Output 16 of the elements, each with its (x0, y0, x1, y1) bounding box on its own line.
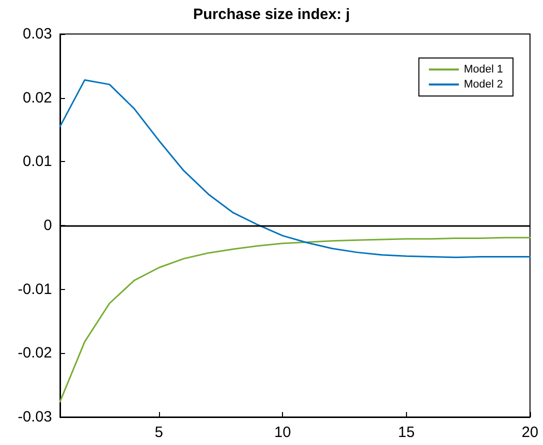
chart-title: Purchase size index: j (193, 6, 350, 23)
legend-label: Model 2 (464, 78, 504, 90)
x-tick-label: 10 (274, 424, 291, 441)
x-tick-label: 20 (522, 424, 538, 441)
y-tick-label: -0.02 (18, 344, 52, 362)
y-tick-label: 0.02 (22, 89, 52, 106)
y-tick-label: -0.03 (18, 408, 52, 426)
legend-label: Model 1 (464, 64, 504, 76)
y-tick-label: 0.01 (22, 153, 52, 170)
y-tick-label: 0 (44, 217, 52, 234)
x-tick-label: 15 (398, 424, 415, 441)
y-tick-label: -0.01 (18, 280, 52, 298)
line-series (59, 79, 531, 258)
line-series (59, 236, 531, 402)
y-tick-label: 0.03 (22, 26, 52, 42)
x-tick-label: 5 (154, 424, 164, 441)
